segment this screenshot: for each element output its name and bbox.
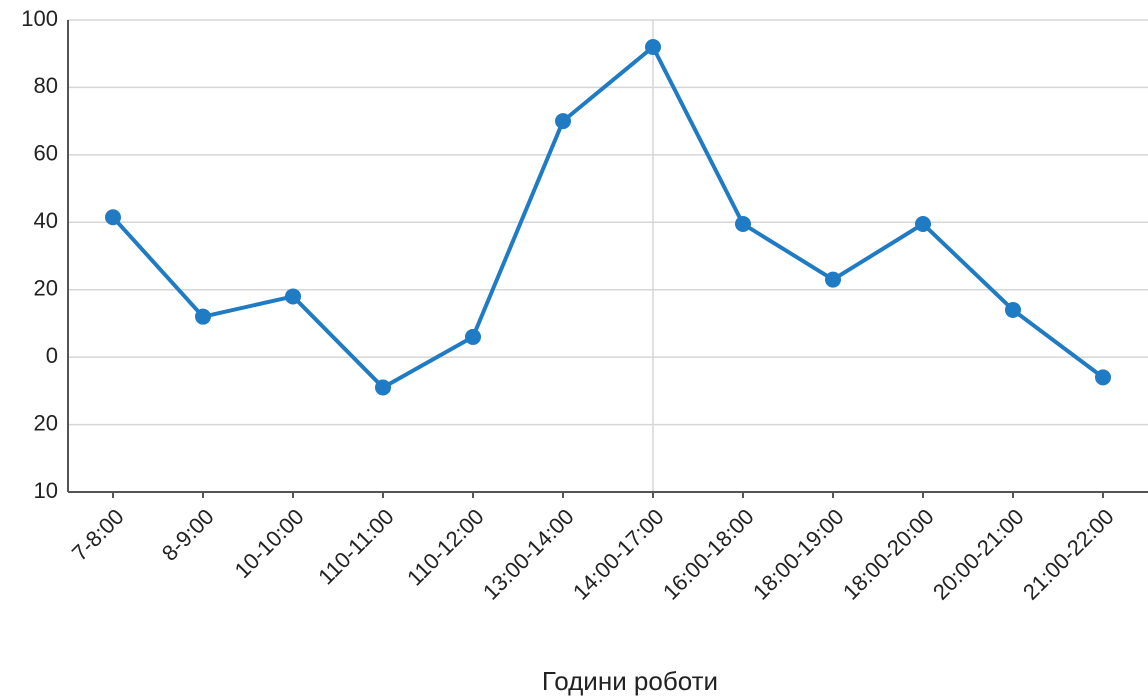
x-axis-label: Години роботи [542,666,718,696]
point [825,271,841,288]
point [285,288,301,305]
point [555,113,571,130]
point [645,38,661,55]
point [375,379,391,396]
line [111,44,1105,390]
x-tick-label: 20:00-21:00 [928,504,1029,605]
point [465,328,481,345]
y-tick-label: 40 [34,208,58,233]
x-tick-label: 13:00-14:00 [478,504,579,605]
y-tick-label: 60 [34,141,58,166]
point [915,215,931,232]
x-tick-label: 18:00-19:00 [748,504,849,605]
x-tick-label: 10-10:00 [230,504,309,583]
x-tick-label: 8-9:00 [157,504,219,566]
x-tick-label: 18:00-20:00 [838,504,939,605]
x-tick-label: 16:00-18:00 [658,504,759,605]
x-tick-label: 110-12:00 [402,504,489,591]
point [195,308,211,325]
x-tick-label: 110-11:00 [313,504,398,589]
point [735,215,751,232]
y-tick-label: 20 [34,276,58,301]
y-tick-label: 0 [46,343,58,368]
y-tick-label: 10 [34,478,58,503]
y-tick-label: 80 [34,73,58,98]
point [105,209,121,226]
point [1095,369,1111,386]
point [1005,301,1021,318]
y-tick-label: 20 [34,410,58,435]
x-tick-label: 7-8:00 [67,504,129,566]
x-tick-label: 21:00-22:00 [1018,504,1119,605]
x-tick-label: 14:00-17:00 [568,504,669,605]
y-tick-label: 100 [21,6,58,31]
